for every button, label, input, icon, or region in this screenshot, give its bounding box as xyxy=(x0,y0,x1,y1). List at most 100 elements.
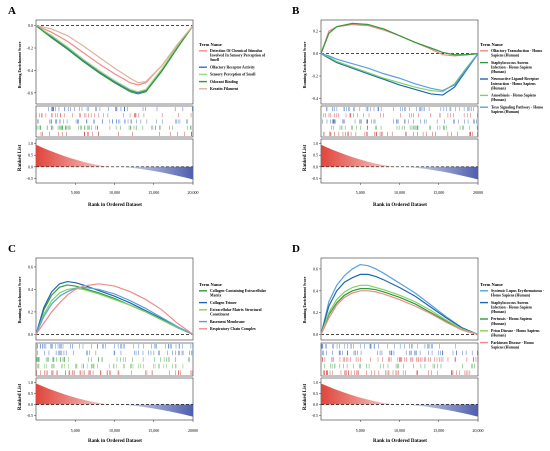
y-tick-label: 0.0 xyxy=(313,402,318,407)
series-line-2 xyxy=(320,273,479,336)
legend-label: Constituent xyxy=(210,313,230,317)
legend-label: (Human) xyxy=(491,86,507,90)
legend-label: Collagen Trimer xyxy=(210,301,237,305)
y-tick-label: 0.0 xyxy=(313,51,318,56)
hit-row-2 xyxy=(35,113,192,118)
top-plot-frame xyxy=(35,19,194,105)
panel-label: B xyxy=(292,5,300,17)
bottom-y-axis-label: Ranked List xyxy=(303,384,308,411)
y-tick-label: 0.6 xyxy=(28,264,33,269)
panel-c: C Running Enrichment Score Ranked List R… xyxy=(8,243,267,444)
y-tick-label: 1.0 xyxy=(28,380,33,385)
y-tick-label: -0.4 xyxy=(27,68,33,73)
x-tick-label: 10,000 xyxy=(109,190,120,196)
y-tick-label: 0.4 xyxy=(28,287,33,292)
ranked-list-area xyxy=(36,144,193,180)
y-tick-label: 0.0 xyxy=(313,164,318,169)
legend-label: Basement Membrane xyxy=(210,320,245,324)
legend-label: Amoebiasis - Homo Sapiens xyxy=(491,94,537,98)
y-tick-label: 0.0 xyxy=(28,402,33,407)
legend-title: Term Name xyxy=(480,42,503,47)
legend-item: Olfactory Receptor Activity xyxy=(199,65,255,69)
legend-item: Systemic Lupus Erythematosus -Homo Sapie… xyxy=(480,289,545,298)
x-tick-label: 10,000 xyxy=(394,428,405,434)
legend-label: Toxo Signaling Pathway - Homo xyxy=(491,105,543,109)
legend-label: Keratin Filament xyxy=(210,87,239,91)
legend-item: Collagen Trimer xyxy=(199,301,237,305)
x-tick-label: 15,000 xyxy=(148,428,159,434)
top-y-axis-label: Running Enrichment Score xyxy=(17,41,22,88)
legend-label: Prion Disease - Homo Sapiens xyxy=(491,329,540,333)
hit-row-4 xyxy=(324,363,475,369)
x-tick-label: 10,000 xyxy=(109,428,120,434)
x-tick-label: 20000 xyxy=(188,428,198,433)
panel-a: A Running Enrichment Score Ranked List R… xyxy=(8,5,266,208)
legend-label: Sensory Perception of Smell xyxy=(210,73,255,77)
y-tick-label: 0.2 xyxy=(28,309,33,314)
top-plot-frame xyxy=(320,19,479,105)
legend-label: Infection - Homo Sapiens xyxy=(491,65,533,69)
x-tick-label: 15,000 xyxy=(148,190,159,196)
y-tick-label: 0.0 xyxy=(28,23,33,28)
legend-label: (Human) xyxy=(491,334,507,338)
hits-frame xyxy=(320,105,479,138)
legend-label: Sapiens (Human) xyxy=(491,345,520,349)
series-line-5 xyxy=(35,25,194,84)
y-tick-label: 1.0 xyxy=(313,380,318,385)
series-line-2 xyxy=(320,22,479,56)
y-tick-label: -0.5 xyxy=(312,413,318,418)
y-tick-label: -0.5 xyxy=(312,176,318,181)
ranked-list-area xyxy=(321,383,478,417)
hit-row-2 xyxy=(322,350,478,356)
hit-row-3 xyxy=(322,357,479,362)
legend-label: Matrix xyxy=(210,294,221,298)
series-line-5 xyxy=(35,283,194,335)
x-tick-label: 5,000 xyxy=(356,190,365,196)
y-tick-label: 0.0 xyxy=(28,332,33,337)
legend-item: Respiratory Chain Complex xyxy=(199,327,256,331)
hit-row-1 xyxy=(36,344,194,349)
legend-label: Smell xyxy=(210,58,219,62)
top-plot-frame xyxy=(35,257,194,341)
top-y-axis-label: Running Enrichment Score xyxy=(17,276,22,323)
hit-row-5 xyxy=(322,370,471,375)
legend-item: Amoebiasis - Homo Sapiens(Human) xyxy=(480,94,537,102)
y-tick-label: -0.4 xyxy=(312,96,318,101)
hit-row-4 xyxy=(331,125,478,130)
legend-label: Infection - Homo Sapiens xyxy=(491,305,533,309)
y-tick-label: 0.0 xyxy=(28,164,33,169)
bottom-y-axis-label: Ranked List xyxy=(18,145,23,172)
y-tick-label: 1.0 xyxy=(28,141,33,146)
legend-item: Sensory Perception of Smell xyxy=(199,73,255,77)
hit-row-1 xyxy=(321,344,456,349)
series-line-5 xyxy=(320,290,479,336)
hit-row-1 xyxy=(48,107,193,112)
legend-label: Respiratory Chain Complex xyxy=(210,327,256,331)
hit-row-3 xyxy=(36,357,190,362)
top-y-axis-label: Running Enrichment Score xyxy=(302,276,307,323)
y-tick-label: -0.2 xyxy=(27,46,33,51)
legend-label: Sapiens (Human) xyxy=(491,54,520,58)
x-tick-label: 10,000 xyxy=(394,190,405,196)
hit-row-3 xyxy=(321,119,477,124)
hits-frame xyxy=(35,105,194,138)
legend-item: Basement Membrane xyxy=(199,320,245,324)
hit-row-5 xyxy=(36,370,193,375)
panel-d: D Running Enrichment Score Ranked List R… xyxy=(292,243,545,444)
legend-label: Systemic Lupus Erythematosus - xyxy=(491,289,545,293)
panel-b: B Running Enrichment Score Ranked List R… xyxy=(292,5,543,208)
legend-label: (Human) xyxy=(491,322,507,326)
legend-label: Staphylococcus Aureus xyxy=(491,301,529,305)
legend-label: Olfactory Transduction - Homo xyxy=(491,49,542,53)
x-tick-label: 20,000 xyxy=(473,428,484,434)
series-line-4 xyxy=(320,284,479,336)
top-plot-frame xyxy=(320,257,479,341)
